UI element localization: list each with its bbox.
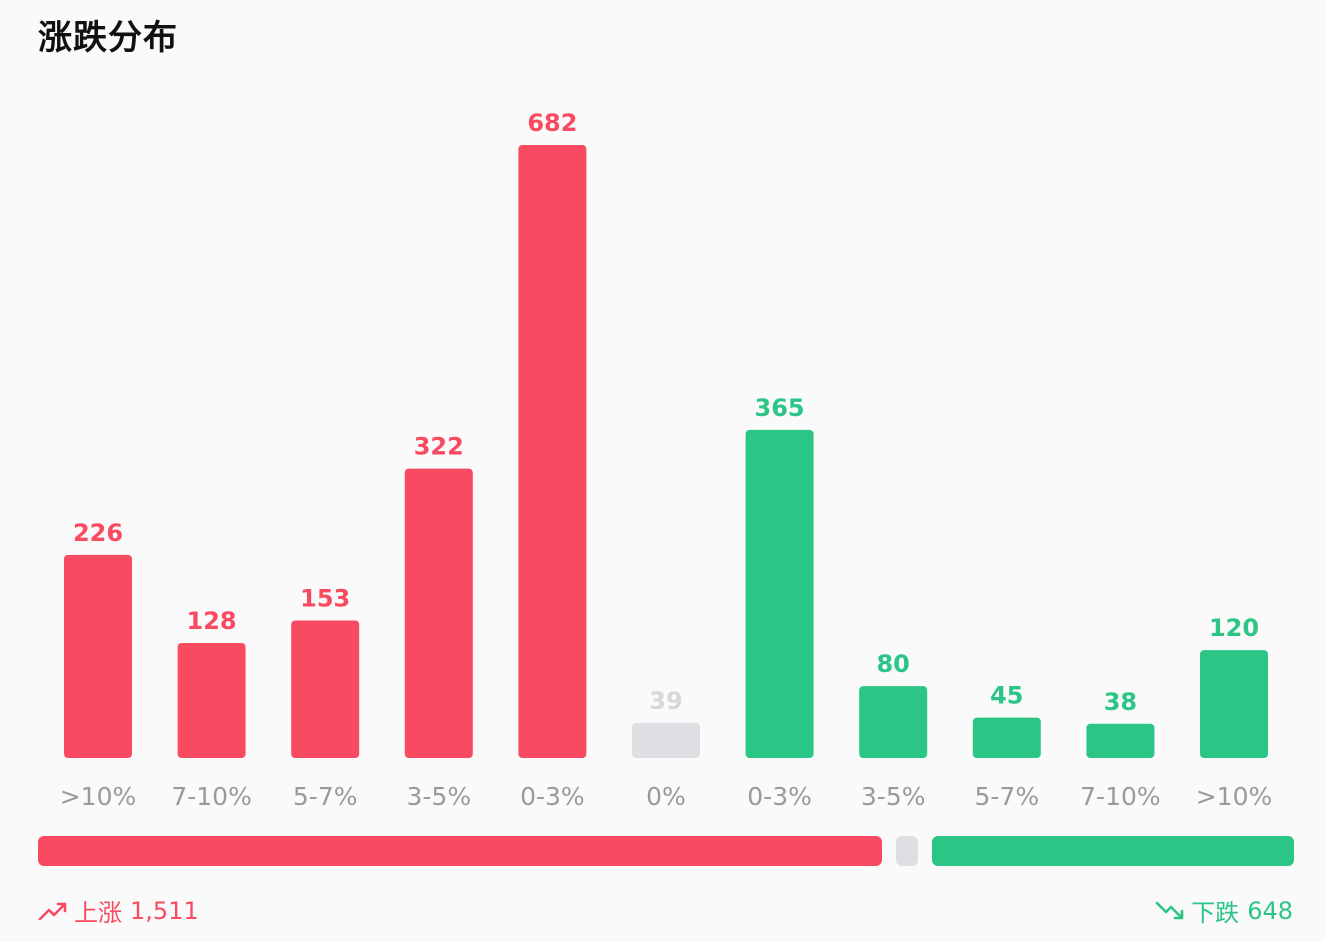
value-labels-group: 226 128 153 322 682 39 365 80 45 38 120 [73,109,1259,716]
tick-label-0: >10% [60,782,137,811]
bar-value-label-0: 226 [73,519,123,547]
tick-label-4: 0-3% [520,782,585,811]
summary-bar-flat [896,836,918,866]
trending-down-icon [1155,901,1184,919]
tick-label-3: 3-5% [407,782,472,811]
tick-label-6: 0-3% [747,782,812,811]
tick-label-2: 5-7% [293,782,358,811]
legend-down-label: 下跌 [1191,899,1240,927]
bar-6 [745,429,814,758]
bar-0 [64,554,132,758]
bar-value-label-1: 128 [187,607,237,635]
tick-label-9: 7-10% [1080,782,1161,811]
bar-9 [1086,723,1155,758]
bar-5 [632,722,700,758]
trending-up-icon [38,902,67,920]
summary-bar-down [932,836,1294,866]
bar-chart: 226 128 153 322 682 39 365 80 45 38 120 >10% 7-10% 5… [60,109,1273,811]
bar-4 [518,145,587,758]
bar-3 [404,468,473,758]
bar-8 [972,717,1041,758]
tick-label-8: 5-7% [975,782,1040,811]
tick-label-5: 0% [646,782,686,811]
bar-2 [291,620,360,758]
legend-down: 下跌 648 [1155,893,1293,928]
tick-label-10: >10% [1196,782,1273,811]
legend-down-count: 648 [1247,896,1293,925]
tick-labels-group: >10% 7-10% 5-7% 3-5% 0-3% 0% 0-3% 3-5% 5-7% 7-10%… [60,782,1273,811]
bar-1 [177,643,246,758]
bar-value-label-6: 365 [755,394,805,422]
bar-value-label-9: 38 [1104,688,1137,716]
tick-label-7: 3-5% [861,782,926,811]
bar-7 [859,686,928,758]
bar-value-label-4: 682 [527,109,577,137]
bar-value-label-5: 39 [649,687,682,715]
legend-up-label: 上涨 [74,899,122,927]
bar-value-label-8: 45 [990,682,1023,710]
chart-title: 涨跌分布 [38,18,178,58]
bar-value-label-2: 153 [300,585,350,613]
bars-group [64,145,1268,758]
bar-value-label-3: 322 [414,433,464,461]
bar-value-label-10: 120 [1209,614,1259,642]
bar-value-label-7: 80 [876,650,909,678]
tick-label-1: 7-10% [171,782,252,811]
legend-up-count: 1,511 [130,896,199,925]
bar-10 [1200,650,1268,758]
legend-up: 上涨 1,511 [38,893,199,928]
summary-bar-up [38,836,883,866]
